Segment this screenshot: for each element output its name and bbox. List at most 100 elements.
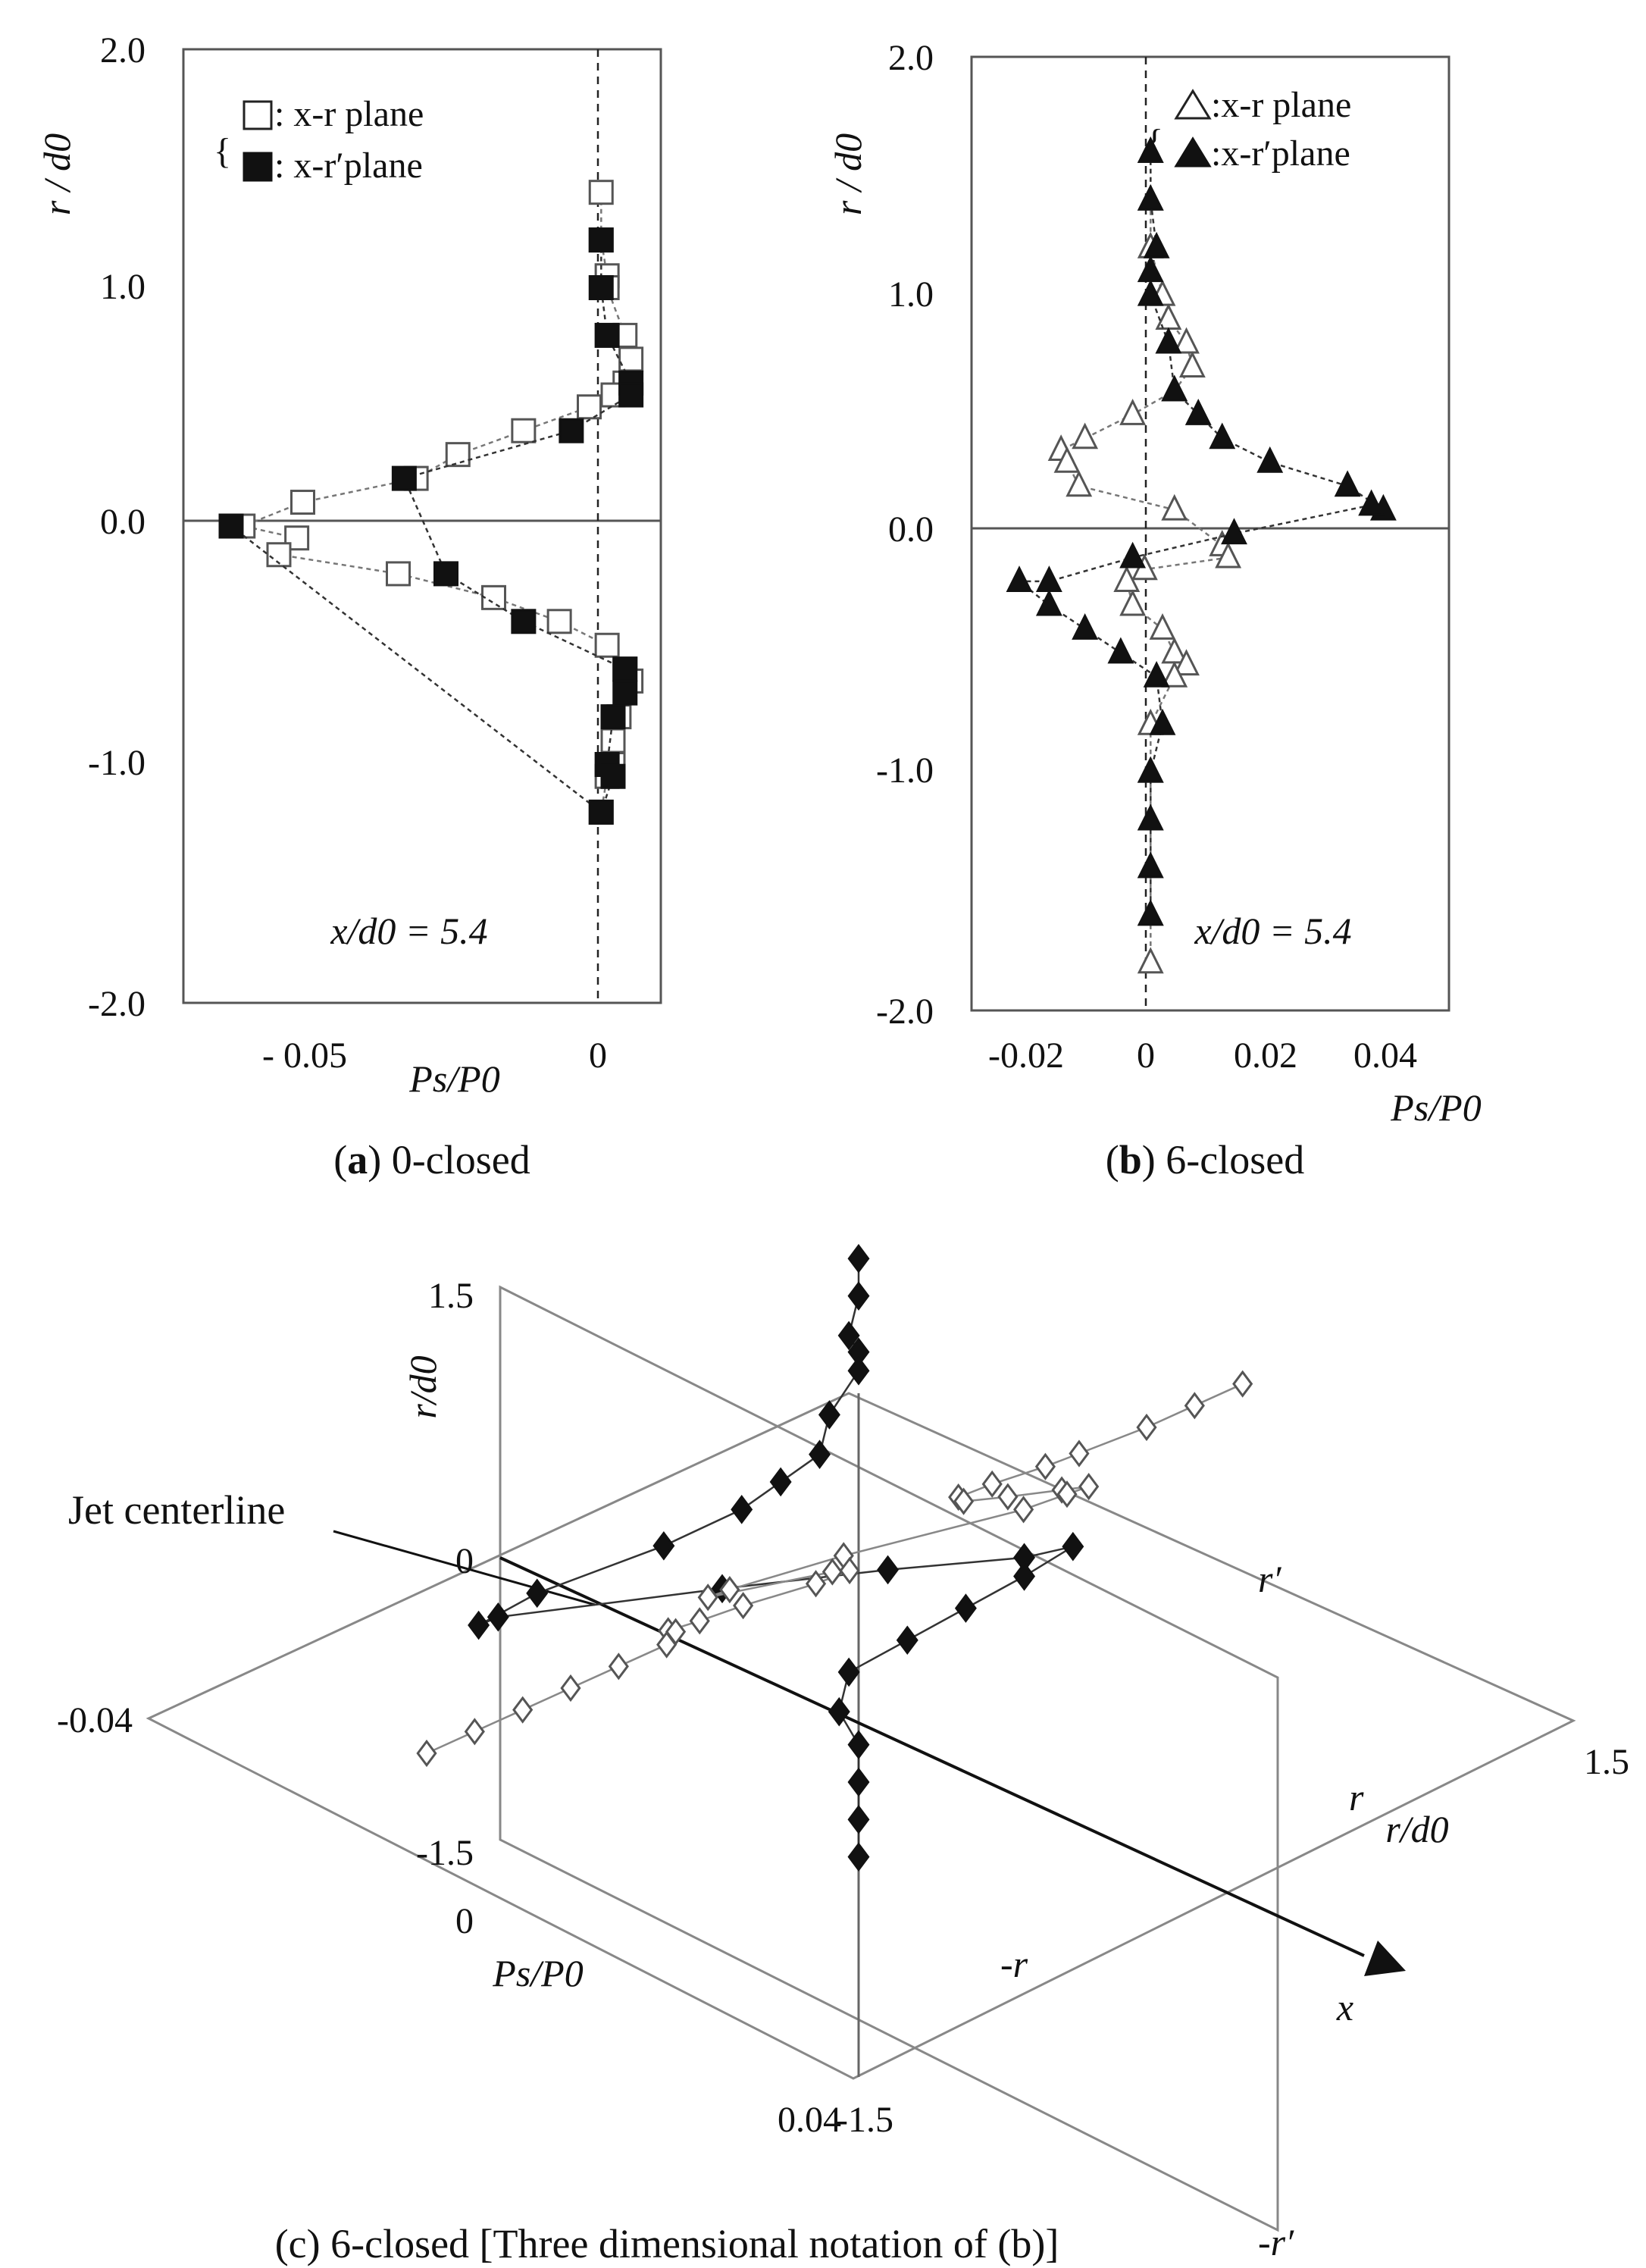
b-xtick-0: -0.02 [988, 1035, 1064, 1076]
c-open-point [1013, 1496, 1034, 1524]
a-series-0-point [588, 180, 614, 205]
panel-c: Jet centerline 1.5 0 -0.04 1.5 -1.5 0 0.… [57, 1244, 1629, 2266]
b-series-0-point [1173, 327, 1200, 354]
c-xlabel: Ps/P0 [492, 1952, 583, 1994]
c-filled-point [954, 1593, 977, 1623]
a-series-1-point [391, 465, 417, 491]
a-caption-text: 0-closed [392, 1137, 530, 1183]
c-plane-label-2: -r [1000, 1943, 1028, 1985]
c-filled-point [1013, 1562, 1036, 1591]
a-legend-label-open: : x-r plane [274, 94, 424, 134]
a-series-1-point [612, 680, 638, 706]
a-ytick-2: 0.0 [100, 502, 146, 542]
b-xtick-1: 0 [1137, 1035, 1155, 1076]
c-open-point [1184, 1392, 1205, 1420]
b-legend-marker-open [1174, 89, 1212, 120]
a-series-0-point [600, 728, 626, 753]
c-filled-point [837, 1657, 860, 1687]
c-open-point [839, 1556, 860, 1585]
c-filled-point [652, 1530, 675, 1561]
c-tick-front: 0.04 [778, 2100, 841, 2140]
b-ytick-1: 1.0 [888, 274, 934, 315]
b-series-1-point [1035, 589, 1062, 616]
b-series-1-point [1137, 183, 1164, 211]
b-xlabel: Ps/P0 [1390, 1086, 1481, 1129]
c-open-point [1056, 1480, 1078, 1508]
c-open-point [416, 1739, 437, 1768]
c-filled-point [468, 1610, 490, 1640]
b-series-1-point [1149, 708, 1176, 735]
b-ytick-2: 0.0 [888, 509, 934, 550]
c-tick-top: 1.5 [428, 1276, 474, 1316]
c-open-point [821, 1558, 843, 1586]
c-open-point [719, 1576, 740, 1604]
a-series-1-point [600, 704, 626, 730]
c-annotation: Jet centerline [68, 1487, 285, 1533]
c-filled-point [847, 1356, 870, 1386]
c-filled-point [769, 1467, 792, 1497]
c-depth-label: r/d0 [1385, 1808, 1448, 1850]
b-ytick-4: -2.0 [876, 991, 934, 1032]
b-caption-label: b [1119, 1137, 1142, 1183]
a-caption: (a) 0-closed [333, 1137, 530, 1183]
b-ytick-0: 2.0 [888, 38, 934, 78]
c-open-point [805, 1570, 827, 1598]
b-series-1-point [1035, 565, 1062, 592]
b-series-1-point [1107, 637, 1134, 664]
b-series-0-point [1066, 470, 1093, 497]
c-open-point [1078, 1473, 1100, 1501]
b-series-1-point [1256, 446, 1284, 473]
c-horizontal-plane [146, 1392, 1576, 2080]
c-plane-label-0: r′ [1258, 1558, 1281, 1600]
c-open-point [1069, 1439, 1090, 1468]
b-series-0-point [1072, 422, 1099, 450]
a-marks [218, 180, 644, 825]
b-series-0-point [1113, 565, 1141, 592]
c-filled-line [478, 1258, 1074, 1857]
b-series-1-point [1221, 518, 1247, 545]
b-annotation: x/d0 = 5.4 [1194, 910, 1351, 952]
c-plane-label-3: -r′ [1258, 2221, 1294, 2263]
b-series-0-point [1161, 660, 1188, 688]
b-series-0-point [1149, 613, 1176, 640]
c-open-point [697, 1584, 718, 1612]
a-annotation: x/d0 = 5.4 [330, 910, 487, 952]
b-series-1-line [1016, 152, 1385, 916]
a-xtick-0: - 0.05 [262, 1035, 347, 1076]
panel-b: 2.0 1.0 0.0 -1.0 -2.0 -0.02 0 0.02 0.04 … [827, 38, 1482, 1183]
b-xtick-3: 0.04 [1353, 1035, 1417, 1076]
b-caption-text: 6-closed [1166, 1137, 1304, 1183]
b-series-1-point [1137, 756, 1164, 783]
b-series-1-point [1137, 136, 1164, 163]
panel-a-frame [182, 48, 662, 1004]
c-filled-point [847, 1281, 870, 1311]
c-filled-point [847, 1730, 870, 1759]
a-ytick-4: -2.0 [88, 984, 146, 1024]
c-open-point [1232, 1370, 1253, 1398]
c-open-point [1136, 1413, 1157, 1442]
a-legend-marker-filled [243, 152, 273, 182]
panel-b-frame [970, 55, 1450, 1012]
a-series-1-line [230, 240, 632, 814]
c-plane-label-1: r [1349, 1776, 1364, 1818]
a-series-1-point [612, 656, 638, 682]
c-jet-centerline [499, 1556, 1365, 1957]
c-filled-point [828, 1696, 850, 1727]
c-vertical-plane [499, 1285, 1279, 2232]
b-series-1-point [1161, 374, 1188, 402]
a-legend-label-filled: : x-r′plane [274, 146, 423, 186]
a-series-0-point [511, 418, 537, 443]
c-open-point [656, 1631, 677, 1659]
a-ylabel: r / d0 [36, 133, 78, 215]
c-tick-front-zero: 0 [455, 1901, 474, 1941]
c-filled-point [526, 1578, 549, 1609]
c-filled-point [1062, 1531, 1084, 1562]
a-caption-label: a [347, 1137, 368, 1183]
b-xtick-2: 0.02 [1234, 1035, 1297, 1076]
c-open-point [997, 1483, 1019, 1511]
b-series-1-point [1006, 565, 1033, 592]
b-series-0-point [1137, 947, 1164, 974]
b-series-1-point [1358, 489, 1385, 516]
a-series-1-point [559, 418, 584, 443]
